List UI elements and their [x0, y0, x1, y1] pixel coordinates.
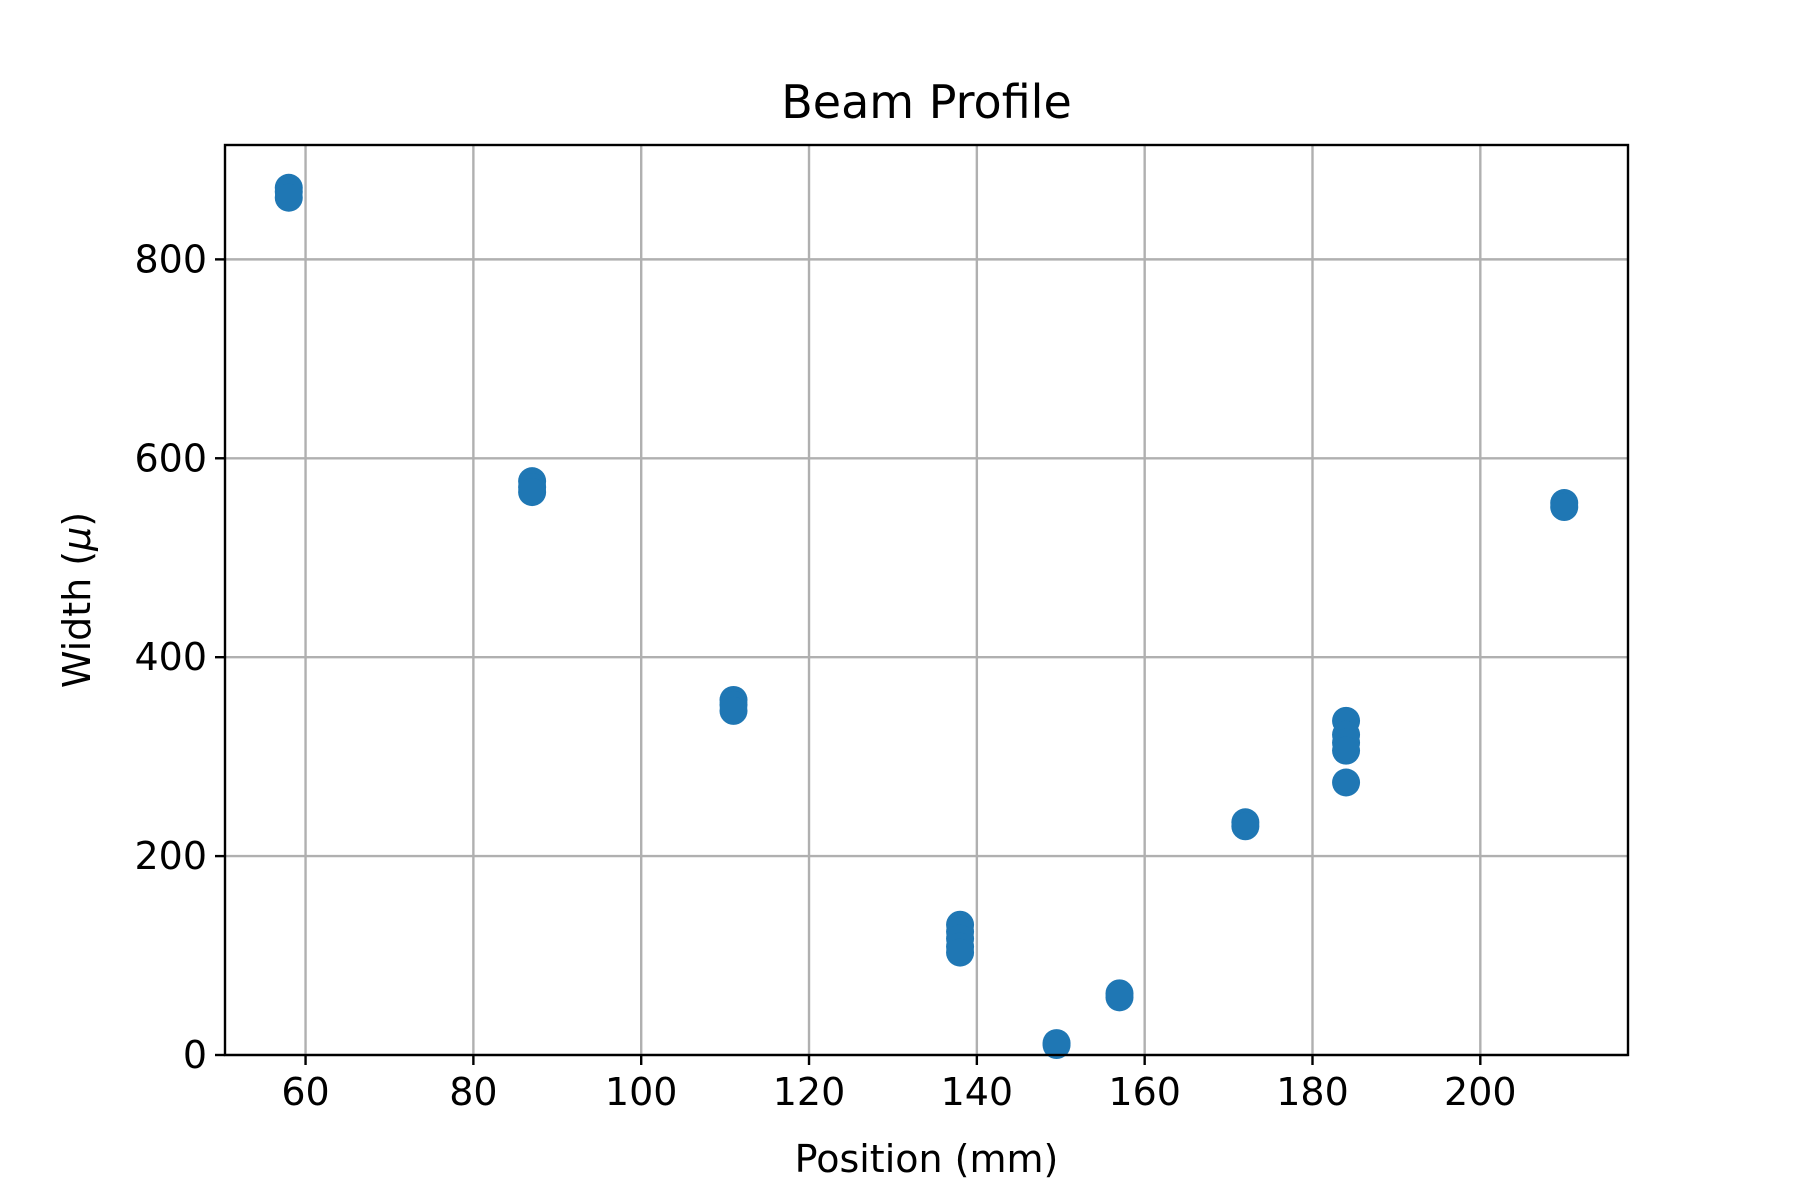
x-tick-label: 120: [773, 1070, 846, 1114]
x-axis-label: Position (mm): [795, 1137, 1059, 1181]
x-tick-label: 60: [281, 1070, 329, 1114]
y-tick-label: 600: [134, 436, 207, 480]
y-tick-label: 800: [134, 237, 207, 281]
x-tick-label: 200: [1444, 1070, 1517, 1114]
data-point: [1332, 768, 1361, 797]
data-point: [946, 938, 975, 967]
data-point: [1231, 812, 1260, 841]
points-layer: [274, 173, 1579, 1060]
grid-layer: [225, 145, 1628, 1057]
data-point: [274, 183, 303, 212]
x-tick-label: 140: [941, 1070, 1014, 1114]
y-axis-label-main: Width (: [55, 551, 99, 688]
x-tick-label: 100: [605, 1070, 678, 1114]
data-point: [1332, 736, 1361, 765]
data-point: [1042, 1031, 1071, 1060]
y-tick-label: 0: [183, 1033, 207, 1077]
data-point: [1105, 983, 1134, 1012]
x-tick-label: 80: [449, 1070, 497, 1114]
data-point: [1550, 493, 1579, 522]
y-axis-label-symbol: μ: [55, 527, 99, 552]
y-axis-label: Width (μ): [55, 512, 99, 688]
data-point: [518, 478, 547, 507]
plot-frame: [223, 143, 1630, 1057]
y-tick-label: 400: [134, 635, 207, 679]
x-tick-label: 180: [1276, 1070, 1349, 1114]
x-tick-label: 160: [1108, 1070, 1181, 1114]
data-point: [719, 696, 748, 725]
ticks-layer: 60 80 100 120 140 160 180 200 0 200 400 600 800: [134, 237, 1516, 1114]
y-tick-label: 200: [134, 834, 207, 878]
y-axis-label-end: ): [55, 512, 99, 527]
chart-title: Beam Profile: [781, 75, 1072, 129]
